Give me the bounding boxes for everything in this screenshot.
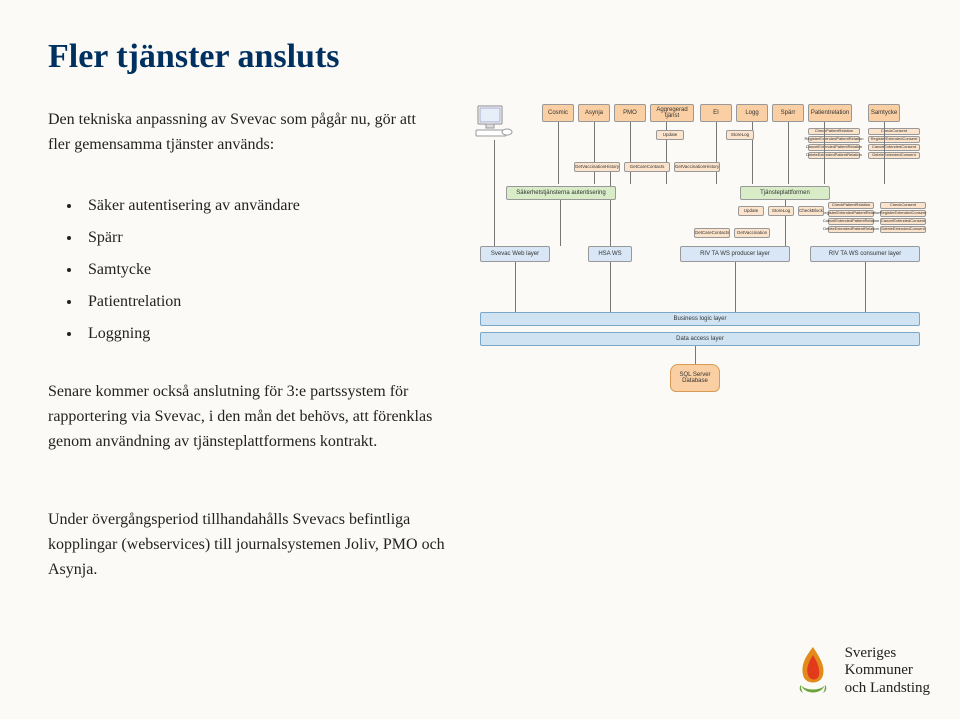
logo-flame-icon xyxy=(791,645,835,697)
tiny-box: DeleteExtendedConsent xyxy=(880,226,926,233)
tiny-box: CheckPatientRelation xyxy=(828,202,874,209)
paragraph-2: Senare kommer också anslutning för 3:e p… xyxy=(48,380,448,454)
tiny-box: RegisterExtendedPatientRelation xyxy=(828,210,874,217)
tiny-box: CheckConsent xyxy=(868,128,920,135)
top-box: Spärr xyxy=(772,104,804,122)
sql-database: SQL Server Database xyxy=(670,364,720,392)
blue-box: Svevac Web layer xyxy=(480,246,550,262)
connector-line xyxy=(630,122,631,184)
connector-line xyxy=(824,122,825,184)
connector-line xyxy=(695,346,696,364)
connector-line xyxy=(515,262,516,312)
tiny-box: DeleteExtendedPatientRelation xyxy=(828,226,874,233)
top-box: Cosmic xyxy=(542,104,574,122)
logo-text: Sveriges Kommuner och Landsting xyxy=(845,645,930,697)
tiny-box: GetVaccination xyxy=(734,228,770,238)
tiny-box: RegisterExtendedConsent xyxy=(868,136,920,143)
tiny-box: CancelExtendedPatientRelation xyxy=(828,218,874,225)
blue-box: RIV TA WS consumer layer xyxy=(810,246,920,262)
connector-line xyxy=(788,122,789,184)
top-box: EI xyxy=(700,104,732,122)
tiny-box: GetVaccinationHistory xyxy=(574,162,620,172)
tiny-box: CancelExtendedPatientRelation xyxy=(808,144,860,151)
tiny-box: CancelExtendedConsent xyxy=(880,218,926,225)
connector-line xyxy=(560,200,561,246)
architecture-diagram: CheckPatientRelationRegisterExtendedPati… xyxy=(470,100,940,400)
connector-line xyxy=(716,122,717,184)
paragraph-3: Under övergångsperiod tillhandahålls Sve… xyxy=(48,508,448,582)
tiny-box: Update xyxy=(656,130,684,140)
skl-logo: Sveriges Kommuner och Landsting xyxy=(791,645,930,697)
intro-paragraph: Den tekniska anpassning av Svevac som på… xyxy=(48,108,428,158)
tiny-box: CheckPatientRelation xyxy=(808,128,860,135)
connector-line xyxy=(865,262,866,312)
tiny-box: CheckBlock xyxy=(798,206,824,216)
connector-line xyxy=(610,262,611,312)
connector-line xyxy=(494,140,495,246)
bullet-item: Säker autentisering av användare xyxy=(82,190,420,222)
connector-line xyxy=(735,262,736,312)
top-box: PMO xyxy=(614,104,646,122)
bullet-item: Loggning xyxy=(82,318,420,350)
connector-line xyxy=(884,122,885,184)
logo-line: Kommuner xyxy=(845,662,930,679)
tiny-box: Update xyxy=(738,206,764,216)
connector-line xyxy=(594,122,595,184)
tiny-box: DeleteExtendedPatientRelation xyxy=(808,152,860,159)
green-box: Tjänsteplattformen xyxy=(740,186,830,200)
tiny-box: CheckConsent xyxy=(880,202,926,209)
bullet-item: Patientrelation xyxy=(82,286,420,318)
tiny-box: GetCareContacts xyxy=(694,228,730,238)
bullet-item: Samtycke xyxy=(82,254,420,286)
top-box: Samtycke xyxy=(868,104,900,122)
top-box: Logg xyxy=(736,104,768,122)
bullet-list-1: Säker autentisering av användare Spärr S… xyxy=(60,190,420,350)
top-box: Aggregerad tjänst xyxy=(650,104,694,122)
blue-box: HSA WS xyxy=(588,246,632,262)
data-access-layer: Data access layer xyxy=(480,332,920,346)
logo-line: Sveriges xyxy=(845,645,930,662)
tiny-box: GetCareContacts xyxy=(624,162,670,172)
page-title: Fler tjänster ansluts xyxy=(48,38,340,76)
logo-line: och Landsting xyxy=(845,680,930,697)
tiny-box: StoreLog xyxy=(768,206,794,216)
tiny-box: RegisterExtendedConsent xyxy=(880,210,926,217)
top-box: Asynja xyxy=(578,104,610,122)
top-box: Patientrelation xyxy=(808,104,852,122)
business-logic-layer: Business logic layer xyxy=(480,312,920,326)
tiny-box: GetVaccinationHistory xyxy=(674,162,720,172)
connector-line xyxy=(610,172,611,246)
computer-icon xyxy=(474,104,514,140)
tiny-box: CancelExtendedConsent xyxy=(868,144,920,151)
tiny-box: RegisterExtendedPatientRelation xyxy=(808,136,860,143)
green-box: Säkerhetstjänsterna autentisering xyxy=(506,186,616,200)
bullet-item: Spärr xyxy=(82,222,420,254)
blue-box: RIV TA WS producer layer xyxy=(680,246,790,262)
connector-line xyxy=(558,122,559,184)
tiny-box: StoreLog xyxy=(726,130,754,140)
tiny-box: DeleteExtendedConsent xyxy=(868,152,920,159)
